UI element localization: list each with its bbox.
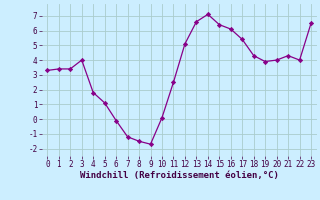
X-axis label: Windchill (Refroidissement éolien,°C): Windchill (Refroidissement éolien,°C) [80,171,279,180]
